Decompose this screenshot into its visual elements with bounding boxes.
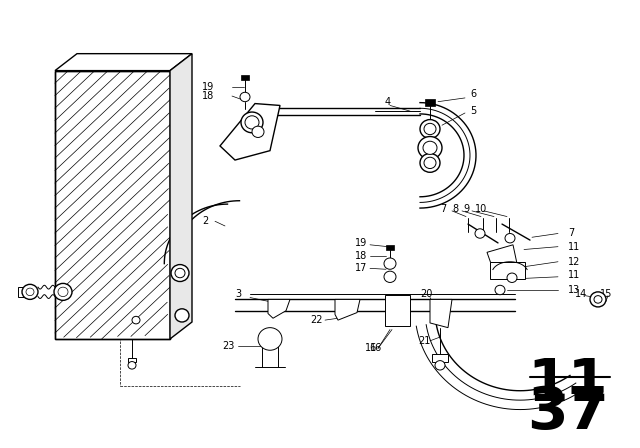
Bar	[386, 245, 394, 250]
Text: 11: 11	[568, 270, 580, 280]
Polygon shape	[220, 103, 280, 160]
Circle shape	[26, 288, 34, 296]
Bar	[55, 71, 170, 339]
Text: 1: 1	[102, 280, 108, 289]
Circle shape	[258, 327, 282, 350]
Circle shape	[245, 116, 259, 129]
Text: 22: 22	[310, 315, 323, 325]
Circle shape	[252, 126, 264, 138]
Circle shape	[590, 292, 606, 307]
Text: 19: 19	[202, 82, 214, 92]
Polygon shape	[170, 54, 192, 339]
Bar	[55, 71, 170, 339]
Text: 8: 8	[452, 204, 458, 214]
Text: 20: 20	[420, 289, 433, 299]
Text: 6: 6	[470, 89, 476, 99]
Text: 13: 13	[568, 285, 580, 295]
Text: 18: 18	[202, 91, 214, 101]
Circle shape	[22, 284, 38, 299]
Circle shape	[384, 258, 396, 269]
Text: 14: 14	[575, 289, 588, 299]
Circle shape	[54, 284, 72, 300]
Circle shape	[420, 154, 440, 172]
Polygon shape	[430, 299, 452, 327]
Polygon shape	[268, 299, 290, 318]
Polygon shape	[385, 295, 410, 326]
Circle shape	[175, 268, 185, 278]
Bar	[490, 262, 525, 279]
Circle shape	[435, 361, 445, 370]
Text: 11: 11	[527, 356, 609, 413]
Text: 16: 16	[370, 343, 382, 353]
Text: 9: 9	[463, 204, 469, 214]
Text: 2: 2	[202, 216, 208, 226]
Circle shape	[384, 271, 396, 282]
Circle shape	[424, 123, 436, 135]
Text: 7: 7	[440, 204, 446, 214]
Text: 4: 4	[385, 97, 391, 107]
Text: 24: 24	[100, 332, 113, 342]
Circle shape	[495, 285, 505, 295]
Circle shape	[418, 137, 442, 159]
Text: 12: 12	[568, 257, 580, 267]
Bar	[241, 75, 249, 80]
Text: 16: 16	[365, 343, 377, 353]
Circle shape	[241, 112, 263, 133]
Circle shape	[420, 120, 440, 138]
Circle shape	[58, 287, 68, 297]
Text: 10: 10	[475, 204, 487, 214]
Polygon shape	[335, 299, 360, 320]
Text: 18: 18	[355, 251, 367, 261]
Text: 3: 3	[235, 289, 241, 299]
Circle shape	[507, 273, 517, 282]
Polygon shape	[55, 54, 192, 71]
Text: 21: 21	[418, 336, 430, 346]
Text: 11: 11	[568, 241, 580, 252]
Circle shape	[132, 316, 140, 324]
Circle shape	[171, 265, 189, 281]
Text: 15: 15	[600, 289, 612, 299]
Bar	[432, 354, 448, 362]
Circle shape	[475, 229, 485, 238]
Circle shape	[423, 141, 437, 155]
Circle shape	[505, 233, 515, 243]
Bar	[18, 287, 30, 297]
Circle shape	[175, 309, 189, 322]
Circle shape	[424, 157, 436, 168]
Bar	[425, 99, 435, 106]
Text: 23: 23	[222, 341, 234, 352]
Bar	[128, 358, 136, 362]
Polygon shape	[487, 245, 517, 269]
Text: 7: 7	[568, 228, 574, 238]
Text: 17: 17	[355, 263, 367, 273]
Text: 19: 19	[355, 238, 367, 248]
Circle shape	[240, 92, 250, 102]
Circle shape	[594, 296, 602, 303]
Text: 8: 8	[100, 315, 106, 325]
Text: 5: 5	[470, 106, 476, 116]
Text: 37: 37	[527, 384, 609, 441]
Circle shape	[128, 362, 136, 369]
